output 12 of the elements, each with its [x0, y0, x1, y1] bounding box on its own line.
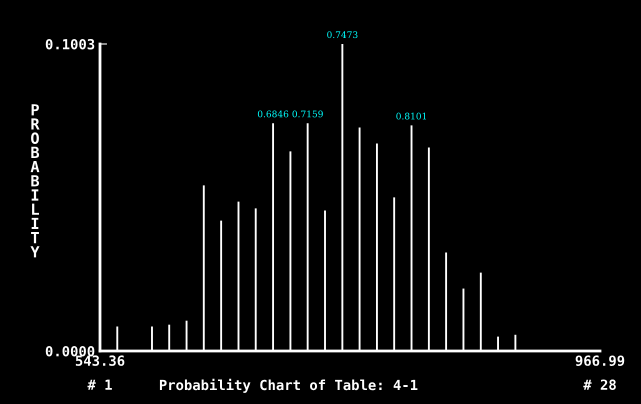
annotation: 0.8101 — [396, 112, 426, 120]
x-tick-label: 966.99 — [576, 355, 624, 366]
text: # 28 — [583, 379, 616, 390]
y-tick-label: 0.1003 — [46, 38, 94, 50]
annotation: 0.6846 — [258, 110, 288, 118]
y-tick-label: 0.0000 — [46, 346, 94, 356]
text: PROBABILITY — [30, 104, 40, 258]
annotation: 0.7159 — [292, 110, 323, 118]
text: # 1 — [87, 380, 112, 390]
text: Probability Chart of Table: 4-1 — [160, 378, 418, 393]
x-tick-label: 543.36 — [76, 355, 124, 366]
annotation: 0.7473 — [327, 31, 358, 38]
